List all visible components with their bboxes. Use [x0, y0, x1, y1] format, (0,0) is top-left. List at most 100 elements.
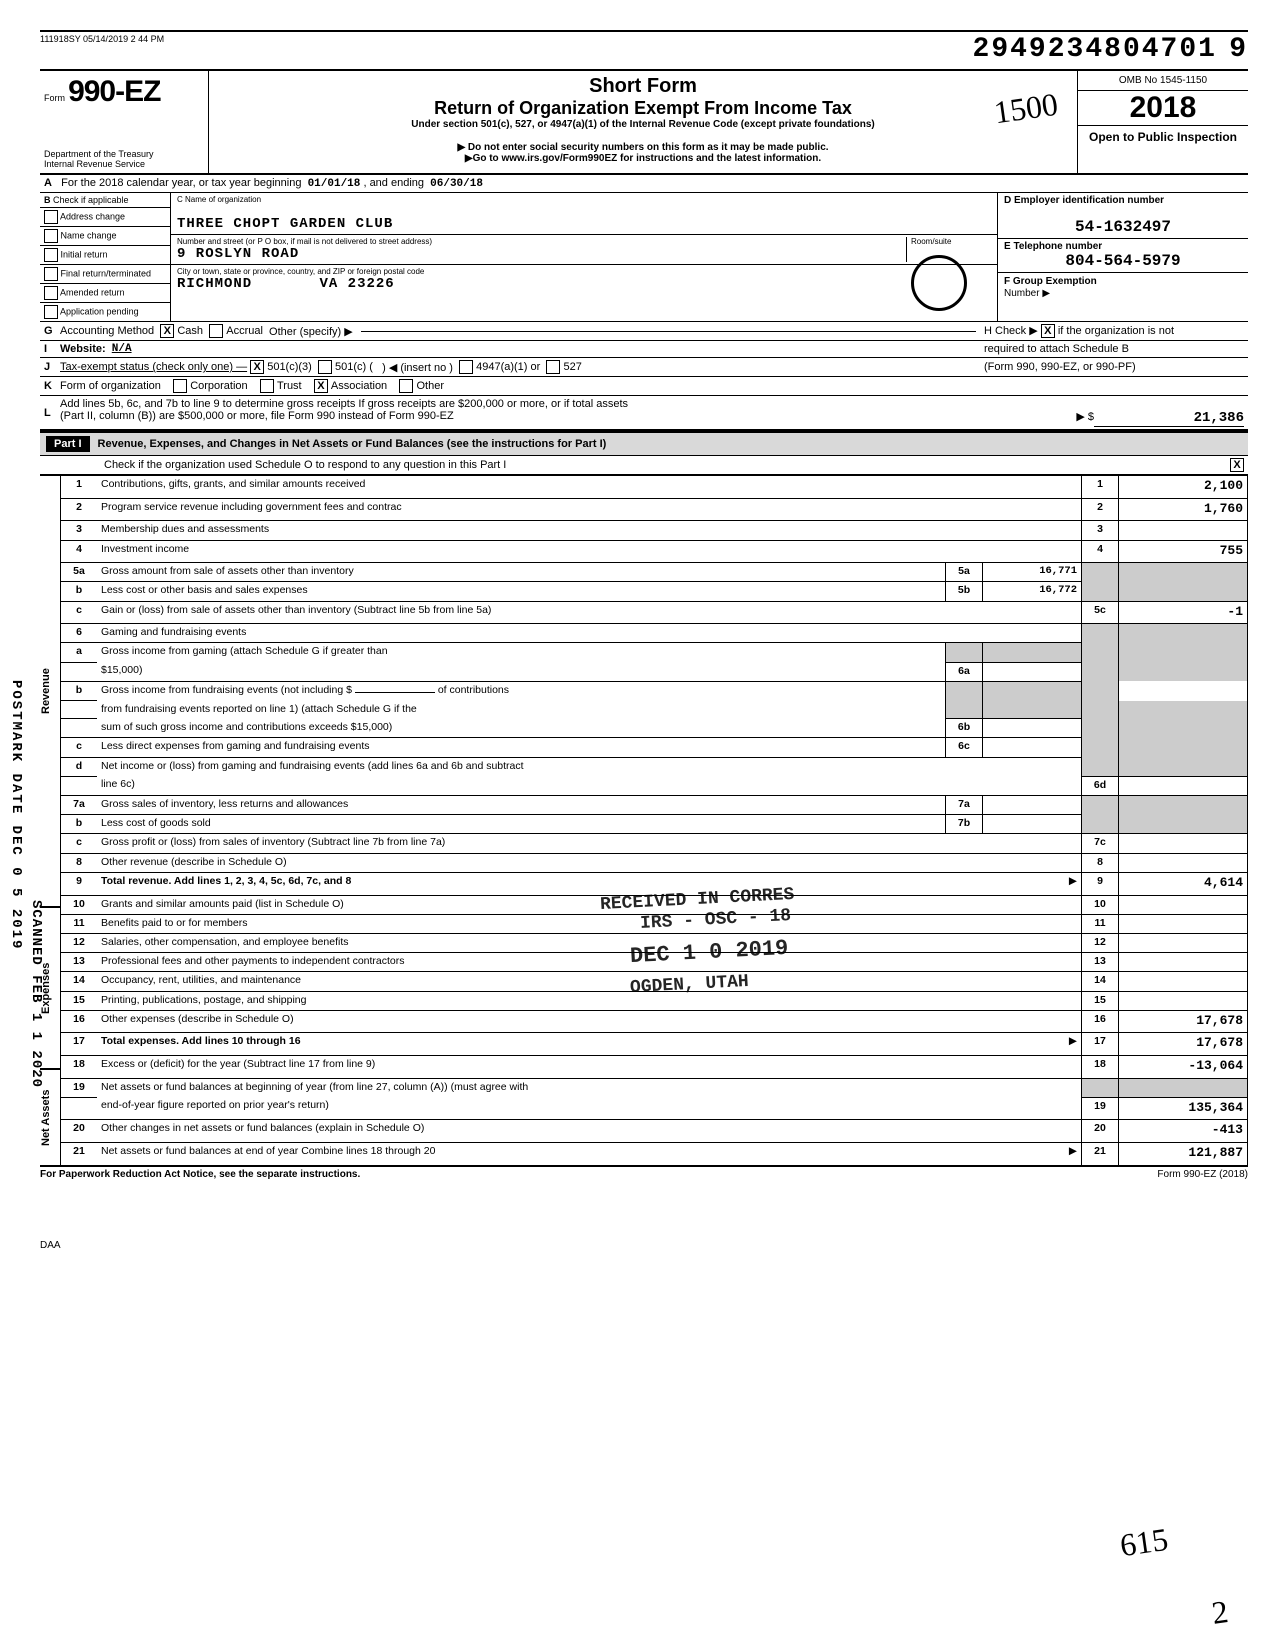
checkbox-schedule-o[interactable]: X — [1230, 458, 1244, 472]
ln-11-desc: Benefits paid to or for members — [97, 914, 1082, 933]
ln-5b-box: 5b — [946, 582, 983, 601]
omb-number: OMB No 1545-1150 — [1078, 71, 1248, 91]
ln-3-desc: Membership dues and assessments — [97, 521, 1082, 540]
ln-7c-desc: Gross profit or (loss) from sales of inv… — [97, 834, 1082, 853]
phone: 804-564-5979 — [1004, 252, 1242, 270]
checkbox-corp[interactable] — [173, 379, 187, 393]
ln-8-num: 8 — [61, 853, 97, 872]
ln-16-col: 16 — [1082, 1010, 1119, 1033]
ln-15-amt — [1119, 991, 1248, 1010]
ln-13-num: 13 — [61, 953, 97, 972]
ln-7b-inamt — [983, 815, 1082, 834]
stamp-suffix: 9 — [1229, 34, 1248, 65]
ssn-warning: ▶ Do not enter social security numbers o… — [217, 142, 1069, 153]
handwritten-615: 615 — [1118, 1521, 1171, 1564]
ln-12-num: 12 — [61, 933, 97, 952]
checkbox-name-change[interactable] — [44, 229, 58, 243]
ln-11-col: 11 — [1082, 914, 1119, 933]
ln-19-amt: 135,364 — [1119, 1097, 1248, 1120]
ln-5b-inamt: 16,772 — [983, 582, 1082, 601]
ln-5a-inamt: 16,771 — [983, 563, 1082, 582]
ln-6b-box: 6b — [946, 719, 983, 738]
ln-6d-amt — [1119, 776, 1248, 795]
ln-16-desc: Other expenses (describe in Schedule O) — [97, 1010, 1082, 1033]
ln-17-arrow: ▶ — [1069, 1035, 1077, 1047]
ln-20-col: 20 — [1082, 1120, 1119, 1143]
side-stamp-scanned: SCANNED FEB 1 1 2020 — [28, 900, 44, 1088]
open-public: Open to Public Inspection — [1078, 126, 1248, 148]
checkbox-address-change[interactable] — [44, 210, 58, 224]
short-form-label: Short Form — [217, 75, 1069, 98]
ln-7b-desc: Less cost of goods sold — [97, 815, 946, 834]
row-g-lab: G — [44, 325, 60, 337]
row-h-text2: if the organization is not — [1058, 325, 1174, 337]
checkbox-no-schedule-b[interactable]: X — [1041, 324, 1055, 338]
checkbox-initial-return[interactable] — [44, 248, 58, 262]
part-1-header: Part I Revenue, Expenses, and Changes in… — [40, 431, 1248, 456]
checkbox-527[interactable] — [546, 360, 560, 374]
checkbox-501c3[interactable]: X — [250, 360, 264, 374]
checkbox-cash[interactable]: X — [160, 324, 174, 338]
row-g: G Accounting Method X Cash Accrual Other… — [40, 322, 1248, 341]
ln-17-desc: Total expenses. Add lines 10 through 16 — [101, 1035, 301, 1047]
dept-1: Department of the Treasury — [44, 149, 204, 159]
part-1-title: Revenue, Expenses, and Changes in Net As… — [98, 438, 607, 450]
checkbox-pending[interactable] — [44, 305, 58, 319]
checkbox-amended[interactable] — [44, 286, 58, 300]
checkbox-4947[interactable] — [459, 360, 473, 374]
page-footer: For Paperwork Reduction Act Notice, see … — [40, 1166, 1248, 1180]
tax-year: 2018 — [1078, 91, 1248, 126]
row-h-text4: (Form 990, 990-EZ, or 990-PF) — [984, 361, 1244, 373]
ln-1-amt: 2,100 — [1119, 476, 1248, 499]
checkbox-501c[interactable] — [318, 360, 332, 374]
ln-21-col: 21 — [1082, 1143, 1119, 1166]
checkbox-assoc[interactable]: X — [314, 379, 328, 393]
row-a-mid: , and ending — [363, 177, 424, 189]
ln-7a-box: 7a — [946, 796, 983, 815]
ln-5c-col: 5c — [1082, 601, 1119, 624]
org-name: THREE CHOPT GARDEN CLUB — [177, 216, 991, 232]
lab-accrual: Accrual — [226, 325, 263, 337]
lab-501c3: 501(c)(3) — [267, 361, 312, 373]
footer-left: For Paperwork Reduction Act Notice, see … — [40, 1169, 360, 1180]
row-h-text3: required to attach Schedule B — [984, 343, 1244, 355]
ln-5c-amt: -1 — [1119, 601, 1248, 624]
ln-17-amt: 17,678 — [1119, 1033, 1248, 1056]
ln-3-col: 3 — [1082, 521, 1119, 540]
checkbox-trust[interactable] — [260, 379, 274, 393]
lab-assoc: Association — [331, 380, 387, 392]
tax-year-end: 06/30/18 — [430, 178, 483, 190]
gross-receipts: 21,386 — [1094, 410, 1244, 427]
ln-6b-desc: Gross income from fundraising events (no… — [101, 684, 352, 696]
lab-501c: 501(c) ( — [335, 361, 373, 373]
ln-3-num: 3 — [61, 521, 97, 540]
row-j: J Tax-exempt status (check only one) — X… — [40, 358, 1248, 377]
part-1-check-row: Check if the organization used Schedule … — [40, 456, 1248, 475]
ln-12-desc: Salaries, other compensation, and employ… — [97, 933, 1082, 952]
row-k: K Form of organization Corporation Trust… — [40, 377, 1248, 396]
ln-15-num: 15 — [61, 991, 97, 1010]
checkbox-final-return[interactable] — [44, 267, 58, 281]
ln-1-num: 1 — [61, 476, 97, 499]
col-c-label: C Name of organization — [177, 195, 991, 204]
checkbox-accrual[interactable] — [209, 324, 223, 338]
row-h-text: H Check ▶ — [984, 325, 1038, 337]
col-f-label: F Group Exemption — [1004, 276, 1097, 287]
lab-name-change: Name change — [61, 230, 117, 240]
ln-6b-desc1b: of contributions — [438, 684, 509, 696]
ln-18-col: 18 — [1082, 1056, 1119, 1079]
ln-10-num: 10 — [61, 895, 97, 914]
ln-18-desc: Excess or (deficit) for the year (Subtra… — [97, 1056, 1082, 1079]
ln-9-amt: 4,614 — [1119, 872, 1248, 895]
ln-10-desc: Grants and similar amounts paid (list in… — [97, 895, 1082, 914]
footer-right: Form 990-EZ (2018) — [1157, 1169, 1248, 1180]
lab-527: 527 — [563, 361, 581, 373]
ln-10-amt — [1119, 895, 1248, 914]
ln-7a-inamt — [983, 796, 1082, 815]
ln-14-num: 14 — [61, 972, 97, 991]
ln-5a-desc: Gross amount from sale of assets other t… — [97, 563, 946, 582]
lab-trust: Trust — [277, 380, 302, 392]
ln-13-amt — [1119, 953, 1248, 972]
checkbox-other-org[interactable] — [399, 379, 413, 393]
side-stamp-postmark: POSTMARK DATE DEC 0 5 2019 — [8, 680, 24, 950]
